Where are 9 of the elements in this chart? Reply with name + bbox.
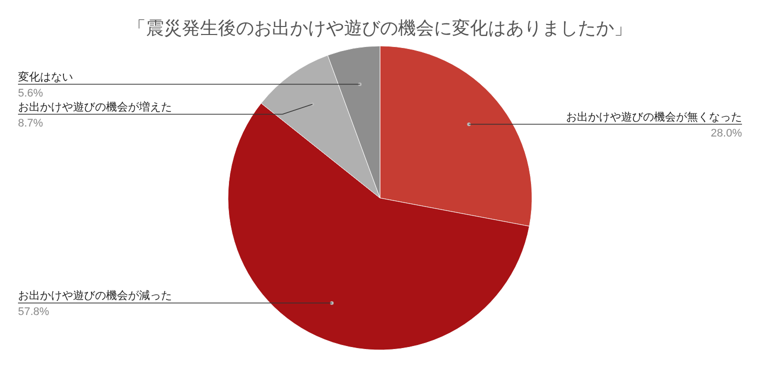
chart-title: 「震災発生後のお出かけや遊びの機会に変化はありましたか」 — [128, 18, 632, 38]
slice-label: お出かけや遊びの機会が減った — [18, 289, 172, 302]
slice-label: 変化はない — [18, 70, 73, 84]
data-label: 8.7% — [18, 117, 44, 130]
slice-label: お出かけや遊びの機会が無くなった — [566, 110, 742, 124]
data-label: 57.8% — [18, 306, 50, 318]
data-label: 28.0% — [710, 127, 742, 140]
slice-label: お出かけや遊びの機会が増えた — [18, 100, 172, 114]
data-label: 5.6% — [18, 87, 44, 100]
